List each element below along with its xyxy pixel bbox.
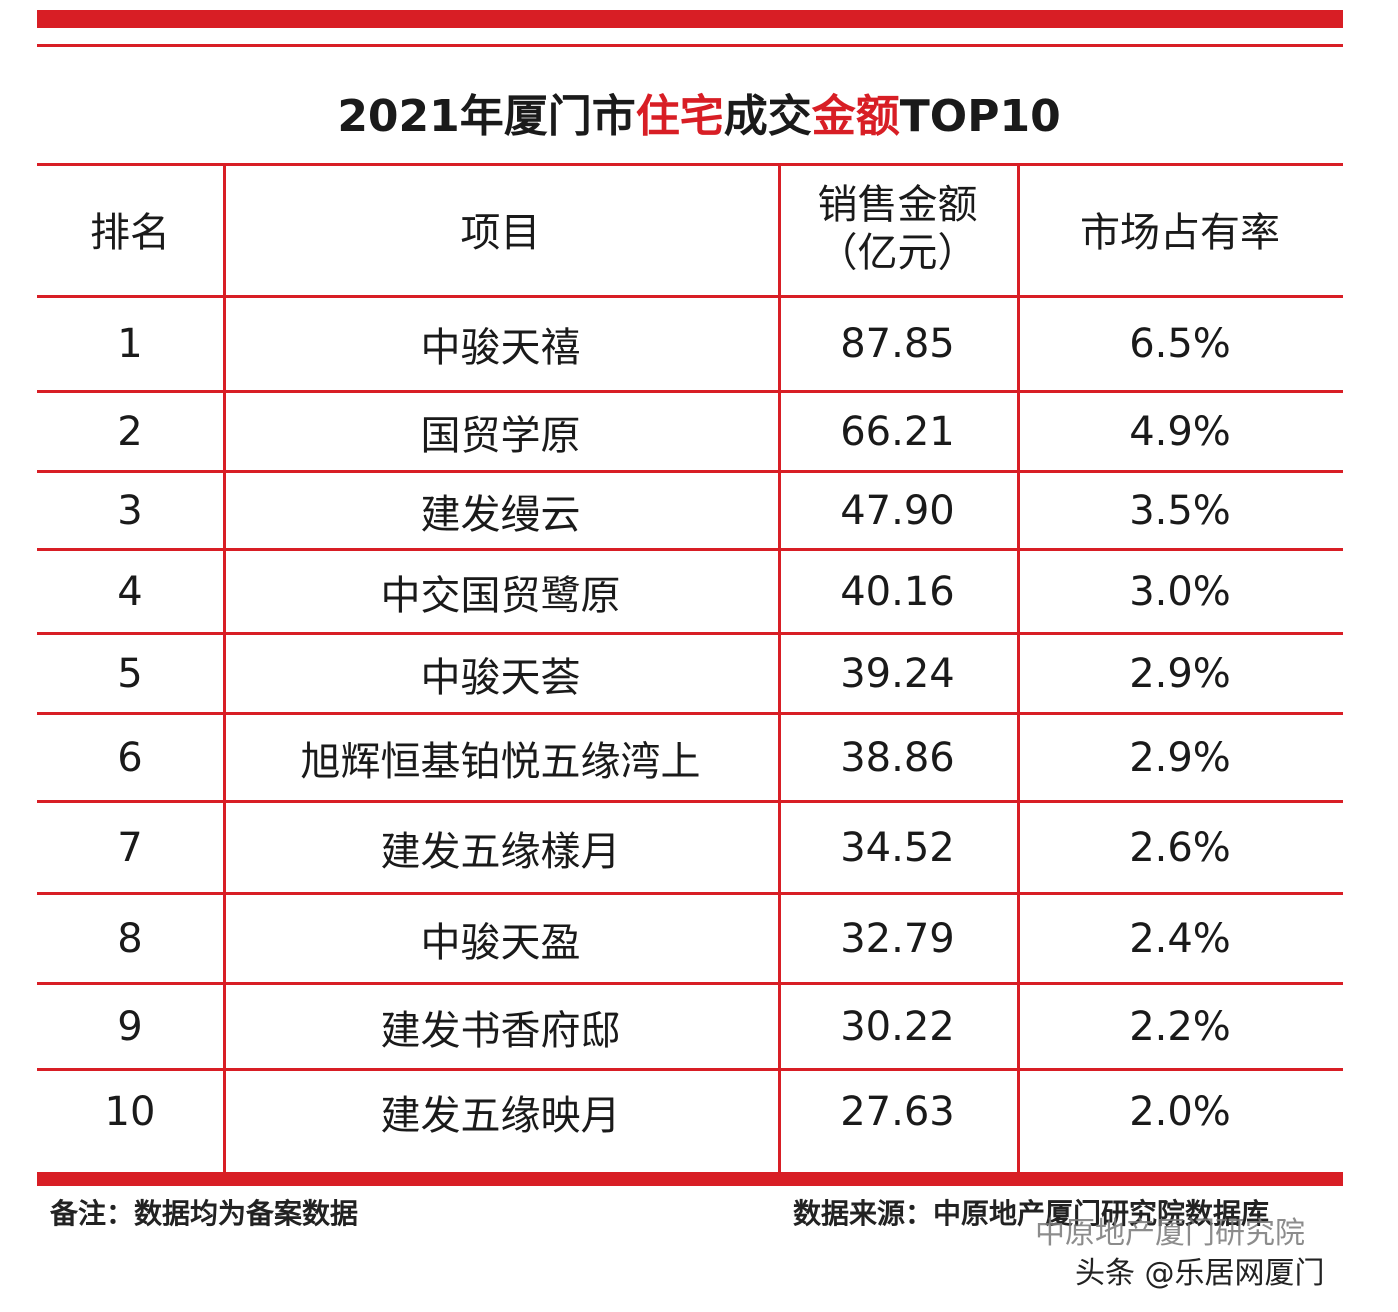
header-cell: 市场占有率 xyxy=(1080,210,1280,256)
row-line xyxy=(37,800,1343,803)
table-cell: 建发五缘映月 xyxy=(380,1092,621,1139)
table-cell: 6 xyxy=(117,734,143,781)
watermark-platform: 头条 @乐居网厦门 xyxy=(1075,1256,1325,1291)
footer-source: 数据来源：中原地产厦门研究院数据库 xyxy=(793,1197,1270,1230)
table-cell: 4 xyxy=(117,568,143,615)
row-line xyxy=(37,1068,1343,1071)
header-cell: 项目 xyxy=(460,210,541,256)
table-cell: 9 xyxy=(117,1003,143,1050)
title-part: 成交 xyxy=(723,91,812,142)
table-cell: 32.79 xyxy=(840,915,955,962)
table-cell: 2.9% xyxy=(1129,650,1231,697)
table-cell: 2 xyxy=(117,408,143,455)
table-cell: 2.2% xyxy=(1129,1003,1231,1050)
table-cell: 66.21 xyxy=(840,408,955,455)
top-bar xyxy=(37,10,1343,28)
row-line xyxy=(37,163,1343,166)
row-line xyxy=(37,892,1343,895)
table-cell: 1 xyxy=(117,321,143,367)
row-line xyxy=(37,390,1343,393)
table-cell: 建发缦云 xyxy=(420,491,581,538)
table-cell: 3 xyxy=(117,487,143,534)
table-cell: 2.9% xyxy=(1129,734,1231,781)
table-cell: 中骏天盈 xyxy=(420,919,581,966)
header-cell: 排名 xyxy=(90,210,170,256)
header-line: 销售金额 xyxy=(817,182,978,228)
row-line xyxy=(37,982,1343,985)
table-cell: 40.16 xyxy=(840,568,955,615)
table-cell: 7 xyxy=(117,824,143,871)
table-cell: 中骏天荟 xyxy=(420,654,581,701)
row-line xyxy=(37,712,1343,715)
title: 2021年厦门市住宅成交金额TOP10 xyxy=(0,80,1398,144)
table-cell: 建发书香府邸 xyxy=(380,1007,621,1054)
bottom-bar xyxy=(37,1172,1343,1186)
table-cell: 30.22 xyxy=(840,1003,955,1050)
table-cell: 39.24 xyxy=(840,650,955,697)
table-cell: 6.5% xyxy=(1129,321,1231,367)
row-line xyxy=(37,548,1343,551)
table-cell: 国贸学原 xyxy=(420,412,581,459)
title-highlight: 金额 xyxy=(811,91,900,142)
table-cell: 3.0% xyxy=(1129,568,1231,615)
table-cell: 4.9% xyxy=(1129,408,1231,455)
top-line xyxy=(37,44,1343,47)
table-cell: 5 xyxy=(117,650,143,697)
title-highlight: 住宅 xyxy=(635,91,724,142)
header-line: （亿元） xyxy=(817,230,978,276)
table-cell: 10 xyxy=(104,1088,156,1135)
title-part: 2021年厦门市 xyxy=(337,91,636,142)
table-cell: 2.0% xyxy=(1129,1088,1231,1135)
col-line xyxy=(223,163,226,1172)
table-cell: 34.52 xyxy=(840,824,955,871)
row-line xyxy=(37,470,1343,473)
table-cell: 8 xyxy=(117,915,143,962)
col-line xyxy=(778,163,781,1172)
table-cell: 中交国贸鹭原 xyxy=(380,572,621,619)
table-cell: 27.63 xyxy=(840,1088,955,1135)
row-line xyxy=(37,295,1343,298)
table-cell: 2.4% xyxy=(1129,915,1231,962)
table-cell: 旭辉恒基铂悦五缘湾上 xyxy=(300,738,701,785)
footer-note: 备注：数据均为备案数据 xyxy=(50,1197,359,1230)
col-line xyxy=(1017,163,1020,1172)
title-part: TOP10 xyxy=(899,91,1061,142)
table-cell: 47.90 xyxy=(840,487,955,534)
watermark-account: 中原地产厦门研究院 xyxy=(1035,1216,1305,1251)
table-cell: 3.5% xyxy=(1129,487,1231,534)
header-cell: 销售金额 （亿元） xyxy=(778,163,1017,295)
table-cell: 87.85 xyxy=(840,321,955,367)
table-cell: 2.6% xyxy=(1129,824,1231,871)
table-cell: 建发五缘樣月 xyxy=(380,828,621,875)
table-cell: 中骏天禧 xyxy=(420,325,581,371)
table-cell: 38.86 xyxy=(840,734,955,781)
row-line xyxy=(37,632,1343,635)
